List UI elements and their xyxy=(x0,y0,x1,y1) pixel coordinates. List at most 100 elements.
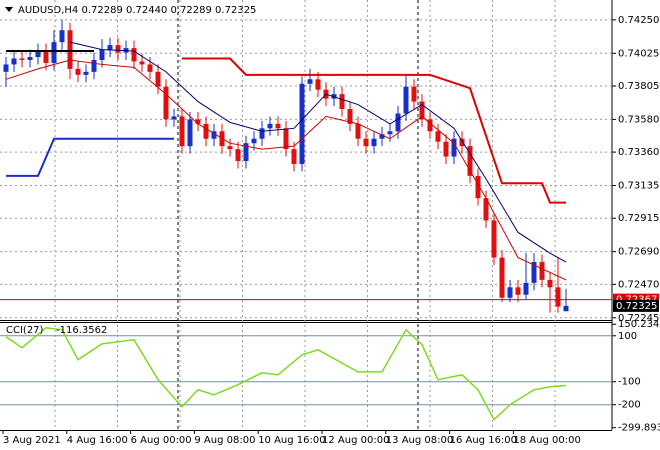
y-tick-label: 0.74250 xyxy=(618,15,659,26)
candle-body xyxy=(43,51,49,63)
candle-body xyxy=(107,45,113,50)
y-tick-label: 0.73580 xyxy=(618,114,659,125)
y-tick-label: 0.73360 xyxy=(618,147,659,158)
candle-body xyxy=(147,64,153,72)
x-tick-label: 16 Aug 16:00 xyxy=(450,435,517,446)
indicator-line xyxy=(69,41,567,263)
y-tick-label: -200 xyxy=(618,400,641,411)
candle-body xyxy=(179,116,185,147)
candle-body xyxy=(51,42,57,63)
x-tick-label: 18 Aug 00:00 xyxy=(513,435,580,446)
candle-body xyxy=(419,101,425,120)
candle-body xyxy=(555,287,561,307)
y-tick-label: 100 xyxy=(618,331,637,342)
candle-body xyxy=(251,138,257,144)
candle-body xyxy=(459,138,465,147)
chart-title: AUDUSD,H4 0.72289 0.72440 0.72289 0.7232… xyxy=(18,5,256,16)
candle-body xyxy=(91,59,97,72)
candle-body xyxy=(475,175,481,199)
candle-body xyxy=(291,149,297,164)
y-tick-label: 0.72690 xyxy=(618,247,659,258)
x-tick-label: 4 Aug 16:00 xyxy=(67,435,128,446)
candle-body xyxy=(75,68,81,75)
candle-body xyxy=(507,287,513,298)
candle-body xyxy=(115,45,121,53)
candle-body xyxy=(387,131,393,135)
candle-body xyxy=(131,48,137,62)
candle-body xyxy=(235,149,241,162)
y-tick-label: 0.73805 xyxy=(618,81,659,92)
candle-body xyxy=(19,58,25,60)
candle-body xyxy=(259,128,265,139)
candle-body xyxy=(451,138,457,157)
candle-body xyxy=(483,198,489,221)
indicator-line xyxy=(5,59,567,281)
candle-body xyxy=(35,51,41,58)
indicator-line xyxy=(5,326,567,421)
candle-body xyxy=(467,146,473,176)
candle-body xyxy=(563,305,569,312)
candle-body xyxy=(267,123,273,129)
candle-body xyxy=(155,71,161,87)
y-tick-label: 0.73135 xyxy=(618,181,659,192)
candle-body xyxy=(59,30,65,43)
candle-body xyxy=(523,282,529,295)
collapse-icon xyxy=(5,7,13,12)
candle-body xyxy=(371,138,377,147)
x-tick-label: 6 Aug 00:00 xyxy=(131,435,192,446)
indicator-title: CCI(27) xyxy=(6,325,44,336)
candle-body xyxy=(315,79,321,90)
candle-body xyxy=(203,123,209,139)
candle-body xyxy=(283,128,289,150)
candle-body xyxy=(243,143,249,162)
candle-body xyxy=(363,138,369,147)
indicator-line xyxy=(6,137,174,177)
candle-body xyxy=(139,61,145,65)
x-tick-label: 9 Aug 08:00 xyxy=(194,435,255,446)
x-tick-label: 10 Aug 16:00 xyxy=(258,435,325,446)
candle-body xyxy=(355,123,361,139)
indicator-value: -116.3562 xyxy=(56,325,107,336)
candle-body xyxy=(299,83,305,164)
candle-body xyxy=(379,134,385,139)
y-tick-label: 0.72245 xyxy=(618,313,659,324)
candle-body xyxy=(163,86,169,120)
candle-body xyxy=(539,262,545,280)
candle-body xyxy=(411,86,417,102)
candle-body xyxy=(27,57,33,60)
candle-body xyxy=(395,113,401,132)
x-tick-label: 13 Aug 08:00 xyxy=(386,435,453,446)
candle-body xyxy=(171,116,177,120)
candle-body xyxy=(499,257,505,298)
x-tick-label: 3 Aug 2021 xyxy=(3,435,61,446)
y-tick-label: 0.74025 xyxy=(618,48,659,59)
candle-body xyxy=(515,287,521,295)
y-tick-label: 0.72470 xyxy=(618,279,659,290)
x-tick-label: 12 Aug 00:00 xyxy=(322,435,389,446)
y-tick-label: -100 xyxy=(618,377,641,388)
candle-body xyxy=(11,58,17,65)
candle-body xyxy=(3,64,9,72)
price-label: 0.72325 xyxy=(616,301,657,312)
candle-body xyxy=(187,119,193,147)
candle-body xyxy=(275,123,281,129)
candle-body xyxy=(531,262,537,283)
price-label-box xyxy=(613,299,659,312)
candle-body xyxy=(339,94,345,110)
y-tick-label: -299.8938 xyxy=(618,423,660,434)
candle-body xyxy=(547,279,553,288)
candle-body xyxy=(443,141,449,157)
candle-body xyxy=(211,131,217,139)
candle-body xyxy=(347,109,353,124)
candle-body xyxy=(435,131,441,142)
candle-body xyxy=(99,49,105,60)
candle-body xyxy=(227,146,233,150)
candle-body xyxy=(195,119,201,124)
candle-body xyxy=(491,220,497,258)
candle-body xyxy=(403,86,409,114)
y-tick-label: 150.234 xyxy=(618,319,659,330)
candle-body xyxy=(83,71,89,75)
candle-body xyxy=(67,30,73,69)
